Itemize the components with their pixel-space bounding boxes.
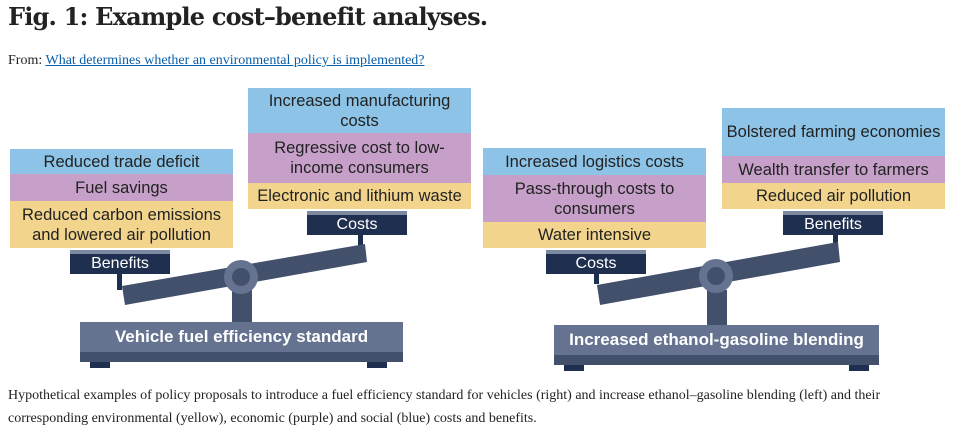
- right-base-foot: [849, 365, 869, 371]
- right-costs-stack: Increased logistics costs Pass-through c…: [483, 148, 706, 248]
- environmental-item: Reduced carbon emissions and lowered air…: [10, 201, 233, 248]
- left-benefits-label: Benefits: [70, 250, 170, 274]
- left-scale-post: [232, 290, 252, 325]
- right-scale-base: Increased ethanol-gasoline blending: [554, 325, 879, 371]
- right-scale: [594, 234, 840, 325]
- right-costs-label: Costs: [546, 250, 646, 274]
- social-item: Bolstered farming economies: [722, 108, 945, 156]
- environmental-item: Electronic and lithium waste: [248, 183, 471, 209]
- figure-title: Fig. 1: Example cost–benefit analyses.: [8, 2, 488, 31]
- source-article-link[interactable]: What determines whether an environmental…: [45, 53, 425, 68]
- right-policy-name: Increased ethanol-gasoline blending: [554, 325, 879, 355]
- left-base-plinth: [80, 352, 403, 362]
- left-costs-stack: Increased manufacturing costs Regressive…: [248, 88, 471, 209]
- right-scale-post: [707, 290, 727, 325]
- social-item: Increased logistics costs: [483, 148, 706, 175]
- right-benefits-stack: Bolstered farming economies Wealth trans…: [722, 108, 945, 209]
- left-benefits-hanger: [117, 272, 122, 290]
- economic-item: Regressive cost to low-income consumers: [248, 133, 471, 183]
- economic-item: Pass-through costs to consumers: [483, 175, 706, 222]
- left-scale-base: Vehicle fuel efficiency standard: [80, 322, 403, 368]
- environmental-item: Water intensive: [483, 222, 706, 248]
- social-item: Increased manufacturing costs: [248, 88, 471, 133]
- economic-item: Fuel savings: [10, 174, 233, 201]
- social-item: Reduced trade deficit: [10, 149, 233, 174]
- figure-caption: Hypothetical examples of policy proposal…: [8, 388, 881, 426]
- left-scale: [117, 234, 367, 325]
- left-costs-label: Costs: [307, 211, 407, 235]
- left-benefits-stack: Reduced trade deficit Fuel savings Reduc…: [10, 149, 233, 248]
- left-base-foot: [367, 362, 387, 368]
- economic-item: Wealth transfer to farmers: [722, 156, 945, 183]
- left-base-foot: [90, 362, 110, 368]
- right-base-foot: [564, 365, 584, 371]
- source-line: From: What determines whether an environ…: [8, 53, 425, 69]
- left-costs-hanger: [358, 234, 363, 246]
- right-benefits-label: Benefits: [783, 211, 883, 235]
- right-scale-pivot-center: [707, 267, 725, 285]
- right-costs-hanger: [594, 272, 599, 284]
- right-benefits-hanger: [833, 234, 838, 246]
- environmental-item: Reduced air pollution: [722, 183, 945, 209]
- right-base-plinth: [554, 355, 879, 365]
- left-scale-pivot-center: [232, 268, 250, 286]
- from-label: From:: [8, 53, 43, 68]
- left-policy-name: Vehicle fuel efficiency standard: [80, 322, 403, 352]
